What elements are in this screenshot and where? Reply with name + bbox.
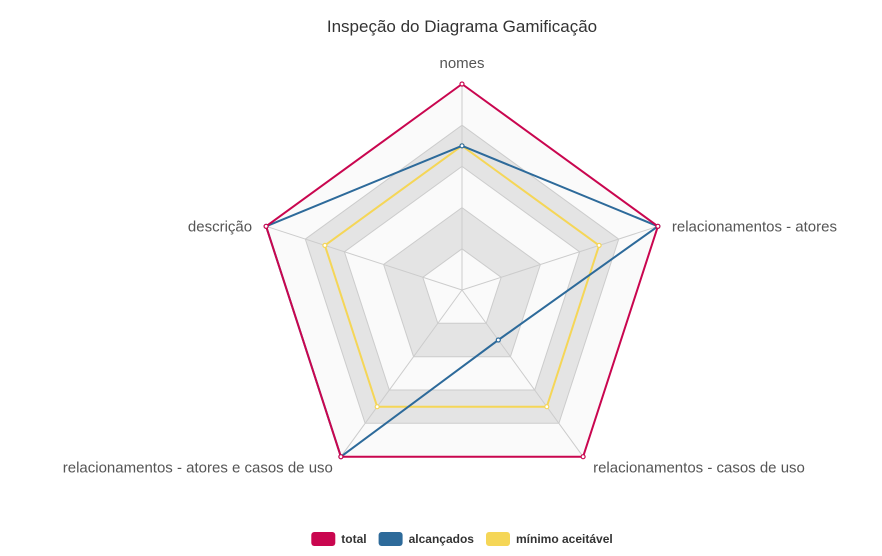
axis-labels: nomes relacionamentos - atores relacioname…	[63, 55, 837, 477]
legend-label-0: total	[341, 532, 366, 546]
data-point-2-3[interactable]	[374, 404, 380, 410]
series-line-0	[265, 83, 659, 458]
chart-title: Inspeção do Diagrama Gamificação	[327, 17, 597, 36]
legend-item-0[interactable]: total	[311, 532, 367, 546]
axis-label-4: descrição	[188, 218, 252, 235]
data-point-0-3[interactable]	[338, 454, 344, 460]
axis-spoke-2	[461, 289, 584, 457]
data-point-1-2[interactable]	[495, 337, 501, 343]
axis-label-0: nomes	[439, 55, 484, 72]
data-point-2-1[interactable]	[596, 242, 602, 248]
axis-label-3: relacionamentos - atores e casos de uso	[63, 460, 333, 477]
legend-label-2: mínimo aceitável	[516, 532, 613, 546]
axis-spoke-1	[461, 225, 659, 291]
grid-spokes	[265, 84, 659, 457]
data-point-1-0[interactable]	[459, 143, 465, 149]
data-point-2-2[interactable]	[544, 404, 550, 410]
legend-swatch-0	[311, 532, 336, 546]
data-point-2-4[interactable]	[322, 242, 328, 248]
axis-spoke-4	[265, 225, 463, 291]
series-line-2	[323, 144, 601, 408]
legend-item-1[interactable]: alcançados	[378, 532, 475, 546]
axis-label-2: relacionamentos - casos de uso	[593, 460, 805, 477]
data-point-0-2[interactable]	[580, 454, 586, 460]
legend-swatch-1	[378, 532, 403, 546]
legend: total alcançados mínimo aceitável	[311, 532, 613, 546]
series-layer	[263, 81, 661, 460]
legend-item-2[interactable]: mínimo aceitável	[486, 532, 613, 546]
axis-label-1: relacionamentos - atores	[672, 218, 837, 235]
data-point-0-4[interactable]	[263, 223, 269, 229]
legend-label-1: alcançados	[409, 532, 475, 546]
series-0	[263, 81, 661, 460]
legend-swatch-2	[486, 532, 510, 546]
data-point-0-0[interactable]	[459, 81, 465, 87]
axis-spoke-3	[340, 289, 463, 457]
data-point-0-1[interactable]	[655, 223, 661, 229]
series-line-1	[265, 144, 659, 458]
